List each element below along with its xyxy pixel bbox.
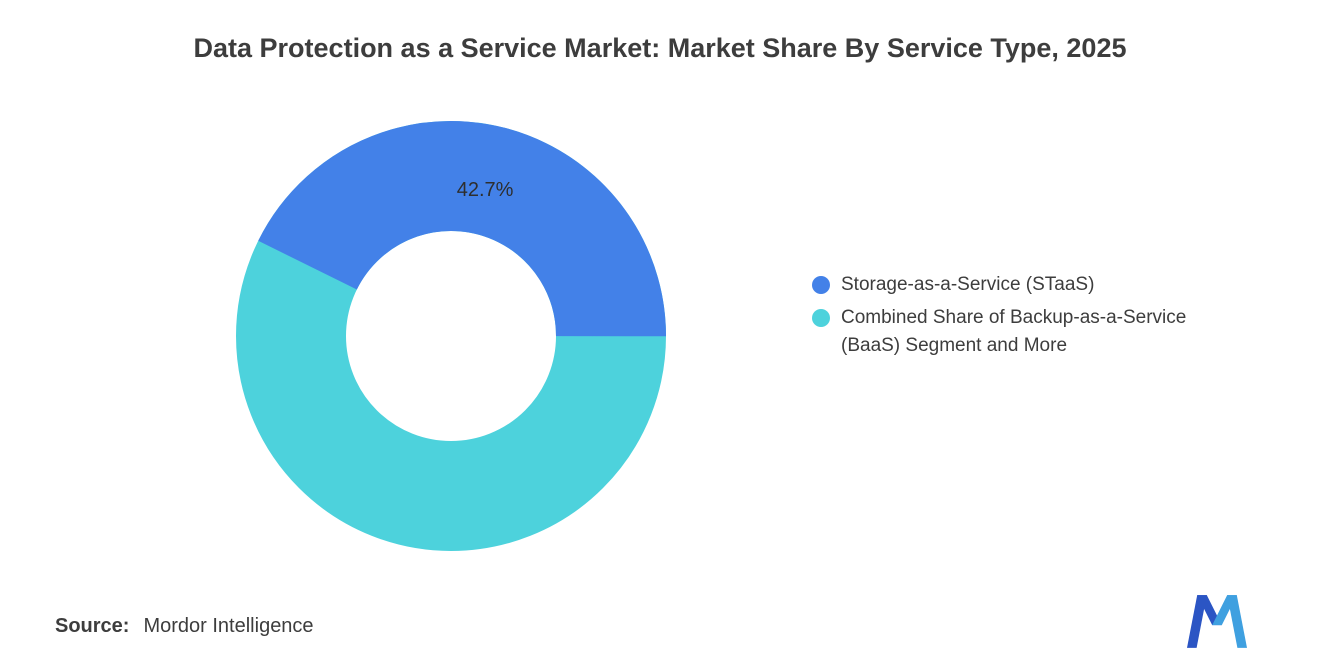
legend-swatch-baas-icon <box>812 309 830 327</box>
slice-staas <box>235 121 666 551</box>
donut-chart: 42.7% <box>231 116 671 556</box>
slice-data-label: 42.7% <box>457 179 514 201</box>
legend-label-baas: Combined Share of Backup-as-a-Service (B… <box>841 307 1187 356</box>
logo-stroke-1 <box>1187 595 1207 648</box>
legend-swatch-circle <box>812 309 830 327</box>
legend-item-staas: Storage-as-a-Service (STaaS) <box>812 271 1231 299</box>
donut-svg: 42.7% <box>235 121 666 551</box>
logo-stroke-4 <box>1227 595 1247 648</box>
logo-stroke-2 <box>1197 595 1222 626</box>
source-label: Source: <box>55 615 130 637</box>
legend-swatch-circle <box>812 276 830 294</box>
legend-swatch-staas-icon <box>812 276 830 294</box>
source-value: Mordor Intelligence <box>143 615 314 637</box>
legend: Storage-as-a-Service (STaaS) Combined Sh… <box>812 271 1231 360</box>
mordor-intelligence-logo <box>1187 595 1247 648</box>
legend-item-baas: Combined Share of Backup-as-a-Service (B… <box>812 304 1231 360</box>
legend-label-staas: Storage-as-a-Service (STaaS) <box>841 274 1095 295</box>
source-line: Source: Mordor Intelligence <box>55 615 314 638</box>
chart-title: Data Protection as a Service Market: Mar… <box>193 33 1127 63</box>
